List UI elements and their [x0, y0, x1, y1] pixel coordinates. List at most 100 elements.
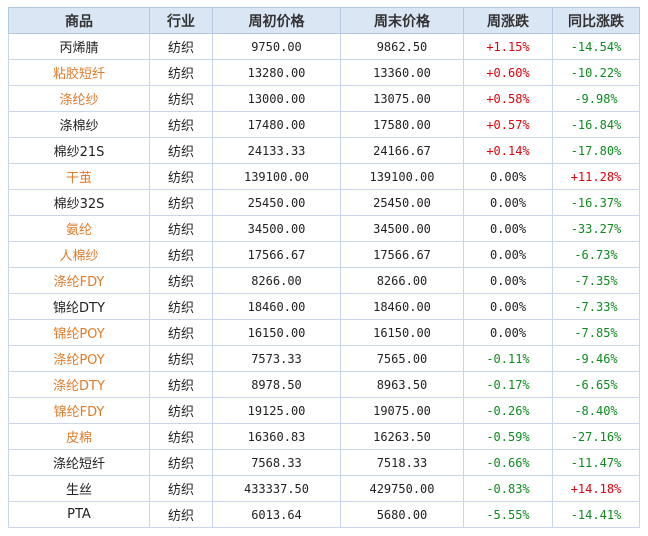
yoy-change-cell: -16.37%	[552, 189, 640, 216]
table-row: 涤纶DTY 纺织 8978.50 8963.50 -0.17% -6.65%	[8, 371, 640, 398]
commodity-name-cell[interactable]: 锦纶FDY	[8, 397, 150, 424]
commodity-name-cell: 丙烯腈	[8, 33, 150, 60]
week-change-cell: 0.00%	[463, 215, 553, 242]
week-change-cell: -0.66%	[463, 449, 553, 476]
commodity-name-cell[interactable]: 粘胶短纤	[8, 59, 150, 86]
open-price-cell: 7568.33	[212, 449, 341, 476]
table-row: 氨纶 纺织 34500.00 34500.00 0.00% -33.27%	[8, 215, 640, 242]
industry-cell: 纺织	[149, 215, 213, 242]
close-price-cell: 7518.33	[340, 449, 464, 476]
commodity-name-cell[interactable]: 氨纶	[8, 215, 150, 242]
header-close-price[interactable]: 周末价格	[340, 7, 464, 34]
close-price-cell: 8266.00	[340, 267, 464, 294]
close-price-cell: 139100.00	[340, 163, 464, 190]
commodity-name-cell[interactable]: 人棉纱	[8, 241, 150, 268]
yoy-change-cell: -14.54%	[552, 33, 640, 60]
commodity-name-cell: PTA	[8, 501, 150, 528]
commodity-name-cell[interactable]: 锦纶POY	[8, 319, 150, 346]
industry-cell: 纺织	[149, 501, 213, 528]
commodity-name-cell[interactable]: 涤纶DTY	[8, 371, 150, 398]
table-row: 棉纱21S 纺织 24133.33 24166.67 +0.14% -17.80%	[8, 137, 640, 164]
yoy-change-cell: -6.73%	[552, 241, 640, 268]
yoy-change-cell: -7.33%	[552, 293, 640, 320]
yoy-change-cell: +11.28%	[552, 163, 640, 190]
open-price-cell: 16360.83	[212, 423, 341, 450]
industry-cell: 纺织	[149, 371, 213, 398]
yoy-change-cell: -33.27%	[552, 215, 640, 242]
open-price-cell: 16150.00	[212, 319, 341, 346]
table-row: 涤纶短纤 纺织 7568.33 7518.33 -0.66% -11.47%	[8, 449, 640, 476]
commodity-name-cell[interactable]: 皮棉	[8, 423, 150, 450]
industry-cell: 纺织	[149, 267, 213, 294]
close-price-cell: 19075.00	[340, 397, 464, 424]
week-change-cell: +0.60%	[463, 59, 553, 86]
industry-cell: 纺织	[149, 33, 213, 60]
commodity-name-cell: 锦纶DTY	[8, 293, 150, 320]
yoy-change-cell: -7.35%	[552, 267, 640, 294]
industry-cell: 纺织	[149, 293, 213, 320]
table-row: 涤纶纱 纺织 13000.00 13075.00 +0.58% -9.98%	[8, 85, 640, 112]
header-open-price[interactable]: 周初价格	[212, 7, 341, 34]
close-price-cell: 25450.00	[340, 189, 464, 216]
commodity-name-cell[interactable]: 涤纶POY	[8, 345, 150, 372]
yoy-change-cell: -11.47%	[552, 449, 640, 476]
week-change-cell: +0.57%	[463, 111, 553, 138]
open-price-cell: 18460.00	[212, 293, 341, 320]
open-price-cell: 17480.00	[212, 111, 341, 138]
week-change-cell: +0.58%	[463, 85, 553, 112]
commodity-name-cell: 棉纱32S	[8, 189, 150, 216]
industry-cell: 纺织	[149, 449, 213, 476]
header-industry[interactable]: 行业	[149, 7, 213, 34]
yoy-change-cell: -16.84%	[552, 111, 640, 138]
week-change-cell: -5.55%	[463, 501, 553, 528]
yoy-change-cell: -9.98%	[552, 85, 640, 112]
industry-cell: 纺织	[149, 319, 213, 346]
table-row: 干茧 纺织 139100.00 139100.00 0.00% +11.28%	[8, 163, 640, 190]
table-row: 涤纶POY 纺织 7573.33 7565.00 -0.11% -9.46%	[8, 345, 640, 372]
open-price-cell: 6013.64	[212, 501, 341, 528]
open-price-cell: 19125.00	[212, 397, 341, 424]
table-header-row: 商品 行业 周初价格 周末价格 周涨跌 同比涨跌	[8, 7, 640, 34]
header-yoy-change[interactable]: 同比涨跌	[552, 7, 640, 34]
industry-cell: 纺织	[149, 475, 213, 502]
open-price-cell: 13280.00	[212, 59, 341, 86]
open-price-cell: 433337.50	[212, 475, 341, 502]
close-price-cell: 429750.00	[340, 475, 464, 502]
close-price-cell: 13075.00	[340, 85, 464, 112]
yoy-change-cell: -14.41%	[552, 501, 640, 528]
table-row: 人棉纱 纺织 17566.67 17566.67 0.00% -6.73%	[8, 241, 640, 268]
table-row: 生丝 纺织 433337.50 429750.00 -0.83% +14.18%	[8, 475, 640, 502]
header-commodity[interactable]: 商品	[8, 7, 150, 34]
yoy-change-cell: -7.85%	[552, 319, 640, 346]
industry-cell: 纺织	[149, 423, 213, 450]
commodity-name-cell[interactable]: 涤纶FDY	[8, 267, 150, 294]
industry-cell: 纺织	[149, 397, 213, 424]
week-change-cell: 0.00%	[463, 241, 553, 268]
open-price-cell: 34500.00	[212, 215, 341, 242]
industry-cell: 纺织	[149, 137, 213, 164]
week-change-cell: 0.00%	[463, 319, 553, 346]
week-change-cell: +0.14%	[463, 137, 553, 164]
close-price-cell: 16150.00	[340, 319, 464, 346]
open-price-cell: 9750.00	[212, 33, 341, 60]
yoy-change-cell: -9.46%	[552, 345, 640, 372]
table-row: 皮棉 纺织 16360.83 16263.50 -0.59% -27.16%	[8, 423, 640, 450]
industry-cell: 纺织	[149, 163, 213, 190]
close-price-cell: 8963.50	[340, 371, 464, 398]
open-price-cell: 13000.00	[212, 85, 341, 112]
header-week-change[interactable]: 周涨跌	[463, 7, 553, 34]
commodity-name-cell[interactable]: 干茧	[8, 163, 150, 190]
close-price-cell: 5680.00	[340, 501, 464, 528]
table-row: 锦纶DTY 纺织 18460.00 18460.00 0.00% -7.33%	[8, 293, 640, 320]
industry-cell: 纺织	[149, 59, 213, 86]
week-change-cell: -0.59%	[463, 423, 553, 450]
yoy-change-cell: -6.65%	[552, 371, 640, 398]
commodity-name-cell[interactable]: 涤纶纱	[8, 85, 150, 112]
yoy-change-cell: +14.18%	[552, 475, 640, 502]
yoy-change-cell: -17.80%	[552, 137, 640, 164]
table-row: 涤纶FDY 纺织 8266.00 8266.00 0.00% -7.35%	[8, 267, 640, 294]
table-row: 棉纱32S 纺织 25450.00 25450.00 0.00% -16.37%	[8, 189, 640, 216]
table-body: 丙烯腈 纺织 9750.00 9862.50 +1.15% -14.54% 粘胶短纤 纺织 13…	[8, 33, 640, 528]
week-change-cell: -0.26%	[463, 397, 553, 424]
yoy-change-cell: -27.16%	[552, 423, 640, 450]
